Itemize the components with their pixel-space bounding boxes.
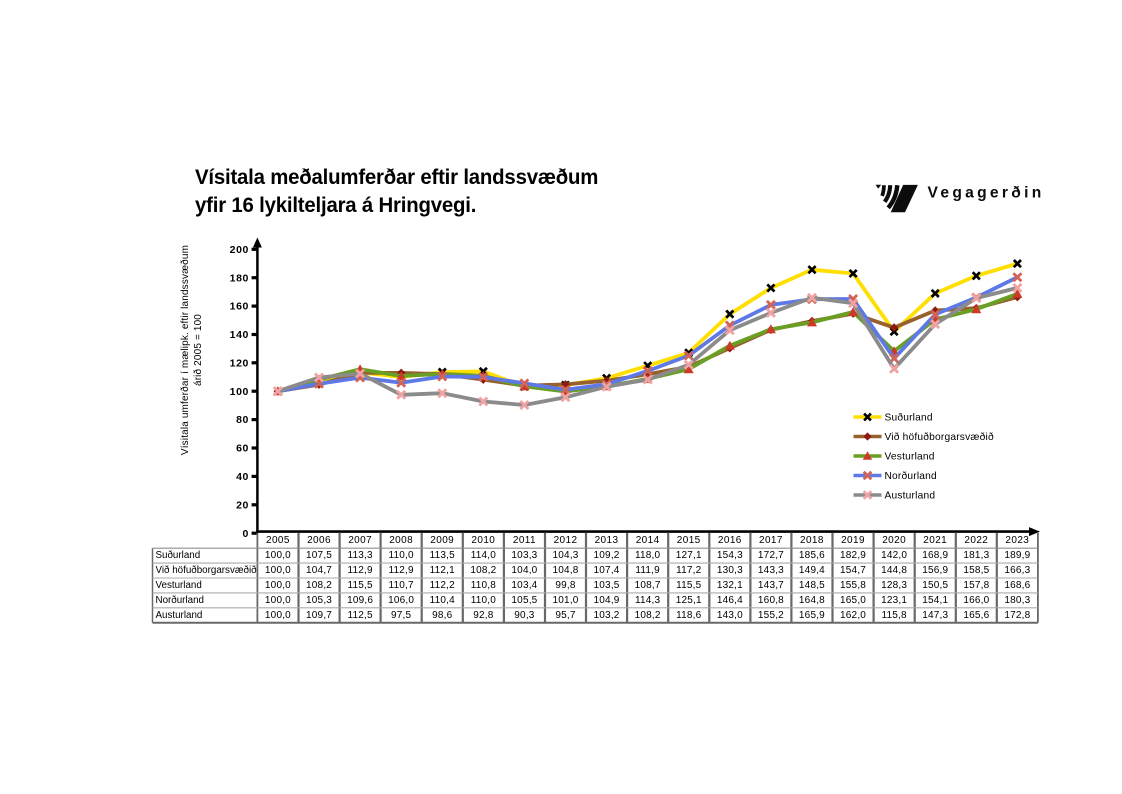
svg-text:140: 140 bbox=[230, 329, 249, 341]
svg-text:180: 180 bbox=[230, 272, 249, 284]
svg-text:40: 40 bbox=[236, 471, 249, 483]
svg-text:árið 2005 = 100: árið 2005 = 100 bbox=[192, 314, 204, 386]
svg-text:80: 80 bbox=[236, 414, 249, 426]
svg-text:200: 200 bbox=[230, 244, 249, 256]
svg-text:100: 100 bbox=[230, 386, 249, 398]
svg-text:Suðurland: Suðurland bbox=[885, 412, 933, 424]
svg-text:0: 0 bbox=[243, 528, 249, 540]
svg-text:Norðurland: Norðurland bbox=[885, 470, 938, 482]
svg-text:Vesturland: Vesturland bbox=[885, 452, 935, 463]
svg-text:Við höfuðborgarsvæðið: Við höfuðborgarsvæðið bbox=[885, 431, 994, 443]
svg-text:Austurland: Austurland bbox=[885, 491, 936, 502]
svg-text:120: 120 bbox=[230, 357, 249, 369]
svg-text:20: 20 bbox=[236, 499, 249, 511]
svg-text:Vísitala umferðar í mælipk. ef: Vísitala umferðar í mælipk. eftir landss… bbox=[179, 245, 191, 455]
svg-text:Vegagerðin: Vegagerðin bbox=[928, 184, 1045, 201]
svg-text:60: 60 bbox=[236, 443, 249, 455]
svg-text:160: 160 bbox=[230, 301, 249, 313]
